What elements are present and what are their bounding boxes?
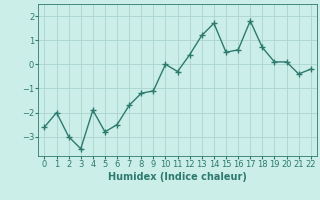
- X-axis label: Humidex (Indice chaleur): Humidex (Indice chaleur): [108, 172, 247, 182]
